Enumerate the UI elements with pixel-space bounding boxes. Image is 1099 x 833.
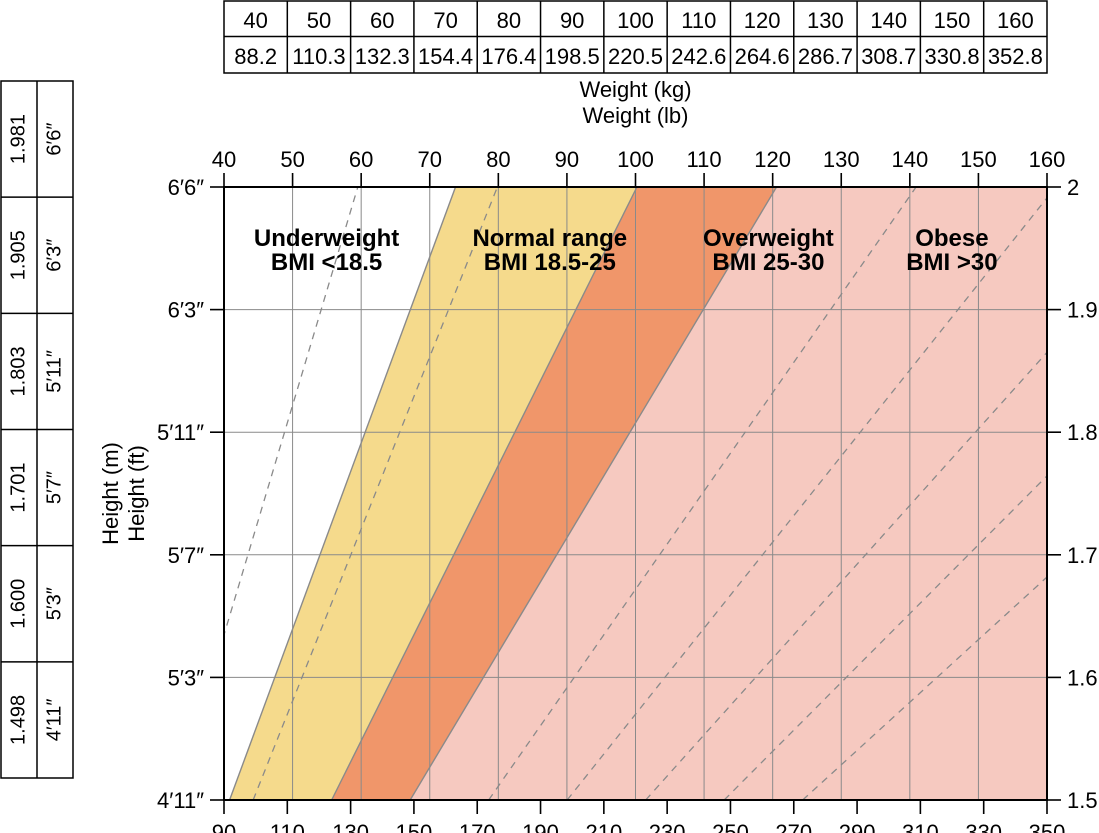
svg-text:130: 130 bbox=[807, 8, 844, 33]
svg-text:4′11″: 4′11″ bbox=[43, 699, 65, 742]
svg-text:Weight (kg): Weight (kg) bbox=[579, 77, 691, 102]
svg-text:50: 50 bbox=[280, 147, 304, 172]
svg-text:BMI 25-30: BMI 25-30 bbox=[712, 249, 824, 276]
svg-text:5′7″: 5′7″ bbox=[43, 471, 65, 504]
svg-text:5′3″: 5′3″ bbox=[168, 665, 205, 690]
svg-text:352.8: 352.8 bbox=[988, 44, 1043, 69]
svg-text:270: 270 bbox=[775, 820, 812, 833]
svg-text:150: 150 bbox=[934, 8, 971, 33]
svg-text:90: 90 bbox=[555, 147, 579, 172]
svg-text:BMI 18.5-25: BMI 18.5-25 bbox=[484, 249, 616, 276]
svg-text:330.8: 330.8 bbox=[925, 44, 980, 69]
svg-text:286.7: 286.7 bbox=[798, 44, 853, 69]
svg-text:90: 90 bbox=[212, 820, 236, 833]
svg-text:5′11″: 5′11″ bbox=[43, 350, 65, 393]
svg-text:60: 60 bbox=[349, 147, 373, 172]
svg-text:242.6: 242.6 bbox=[671, 44, 726, 69]
svg-text:40: 40 bbox=[212, 147, 236, 172]
svg-text:1.600: 1.600 bbox=[7, 579, 29, 629]
svg-text:Height (ft): Height (ft) bbox=[124, 445, 149, 542]
svg-text:198.5: 198.5 bbox=[545, 44, 600, 69]
svg-text:290: 290 bbox=[839, 820, 876, 833]
svg-text:1.7: 1.7 bbox=[1067, 543, 1098, 568]
svg-text:5′11″: 5′11″ bbox=[157, 420, 204, 445]
svg-text:40: 40 bbox=[243, 8, 267, 33]
svg-text:Obese: Obese bbox=[915, 225, 988, 252]
svg-text:88.2: 88.2 bbox=[234, 44, 277, 69]
svg-text:110: 110 bbox=[681, 8, 716, 33]
svg-text:120: 120 bbox=[744, 8, 781, 33]
svg-text:160: 160 bbox=[997, 8, 1034, 33]
svg-text:310: 310 bbox=[902, 820, 939, 833]
svg-text:132.3: 132.3 bbox=[355, 44, 410, 69]
svg-text:330: 330 bbox=[965, 820, 1002, 833]
svg-text:90: 90 bbox=[560, 8, 584, 33]
svg-text:170: 170 bbox=[459, 820, 496, 833]
svg-text:70: 70 bbox=[418, 147, 442, 172]
svg-text:150: 150 bbox=[960, 147, 997, 172]
svg-text:50: 50 bbox=[307, 8, 331, 33]
svg-text:1.5: 1.5 bbox=[1067, 788, 1098, 813]
svg-text:6′3″: 6′3″ bbox=[168, 298, 205, 323]
svg-text:4′11″: 4′11″ bbox=[157, 788, 204, 813]
svg-text:100: 100 bbox=[617, 8, 654, 33]
svg-text:220.5: 220.5 bbox=[608, 44, 663, 69]
svg-text:176.4: 176.4 bbox=[481, 44, 536, 69]
svg-text:Height (m): Height (m) bbox=[98, 442, 123, 545]
svg-text:190: 190 bbox=[522, 820, 559, 833]
svg-text:2: 2 bbox=[1067, 175, 1079, 200]
svg-text:80: 80 bbox=[497, 8, 521, 33]
svg-text:130: 130 bbox=[332, 820, 369, 833]
svg-text:150: 150 bbox=[396, 820, 433, 833]
svg-text:140: 140 bbox=[891, 147, 928, 172]
svg-text:308.7: 308.7 bbox=[861, 44, 916, 69]
svg-text:60: 60 bbox=[370, 8, 394, 33]
svg-text:1.9: 1.9 bbox=[1067, 298, 1098, 323]
svg-text:130: 130 bbox=[823, 147, 860, 172]
svg-text:5′3″: 5′3″ bbox=[43, 587, 65, 620]
svg-text:Normal range: Normal range bbox=[472, 225, 627, 252]
svg-text:250: 250 bbox=[712, 820, 749, 833]
svg-text:1.498: 1.498 bbox=[7, 695, 29, 745]
svg-text:5′7″: 5′7″ bbox=[168, 543, 205, 568]
svg-text:100: 100 bbox=[617, 147, 654, 172]
svg-text:BMI >30: BMI >30 bbox=[906, 249, 997, 276]
svg-text:210: 210 bbox=[585, 820, 622, 833]
svg-text:120: 120 bbox=[754, 147, 791, 172]
svg-text:230: 230 bbox=[649, 820, 686, 833]
svg-text:1.8: 1.8 bbox=[1067, 420, 1098, 445]
svg-text:BMI <18.5: BMI <18.5 bbox=[271, 249, 382, 276]
svg-text:6′6″: 6′6″ bbox=[168, 175, 205, 200]
svg-text:Overweight: Overweight bbox=[703, 225, 834, 252]
svg-text:110: 110 bbox=[270, 820, 305, 833]
svg-text:Weight (lb): Weight (lb) bbox=[583, 103, 689, 128]
svg-text:1.6: 1.6 bbox=[1067, 665, 1098, 690]
svg-text:Underweight: Underweight bbox=[254, 225, 399, 252]
svg-text:154.4: 154.4 bbox=[418, 44, 473, 69]
svg-text:160: 160 bbox=[1029, 147, 1066, 172]
svg-text:1.803: 1.803 bbox=[7, 346, 29, 396]
svg-text:350: 350 bbox=[1029, 820, 1066, 833]
svg-text:1.701: 1.701 bbox=[7, 463, 29, 513]
svg-text:6′6″: 6′6″ bbox=[43, 123, 65, 156]
svg-text:264.6: 264.6 bbox=[735, 44, 790, 69]
svg-text:1.981: 1.981 bbox=[7, 114, 29, 164]
svg-text:110.3: 110.3 bbox=[292, 44, 345, 69]
svg-text:140: 140 bbox=[870, 8, 907, 33]
svg-text:110: 110 bbox=[687, 147, 722, 172]
svg-text:70: 70 bbox=[433, 8, 457, 33]
svg-text:6′3″: 6′3″ bbox=[43, 239, 65, 272]
svg-text:1.905: 1.905 bbox=[7, 230, 29, 280]
svg-text:80: 80 bbox=[486, 147, 510, 172]
